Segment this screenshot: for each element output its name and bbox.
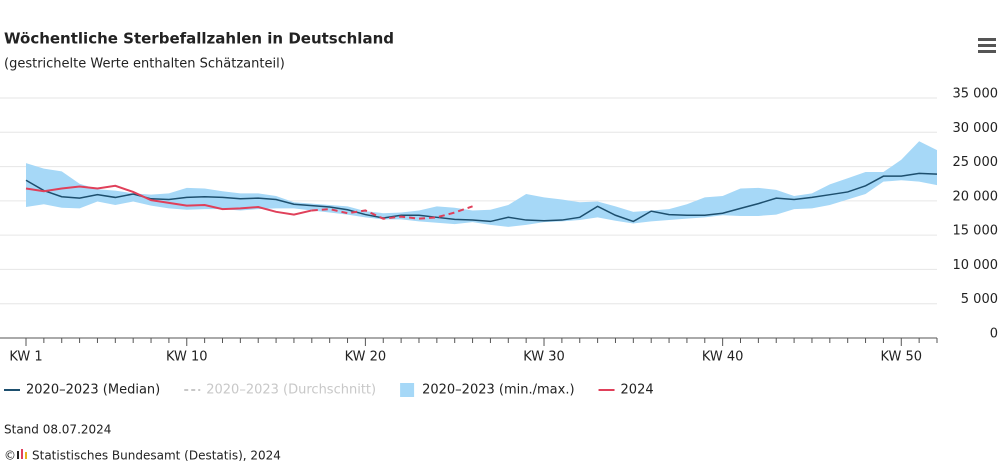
- chart-subtitle: (gestrichelte Werte enthalten Schätzante…: [4, 57, 285, 72]
- x-tick-label: KW 30: [523, 350, 565, 365]
- y-tick-label: 5 000: [961, 292, 998, 307]
- legend-swatch: [400, 383, 415, 397]
- x-tick-label: KW 50: [880, 350, 922, 365]
- line: [311, 205, 473, 220]
- line: [25, 184, 313, 216]
- x-tick-label: KW 1: [9, 350, 42, 365]
- y-tick-label: 0: [990, 327, 998, 342]
- svg-text:©: ©: [4, 449, 16, 462]
- y-tick-label: 35 000: [953, 87, 999, 102]
- source: Statistisches Bundesamt (Destatis), 2024: [32, 449, 281, 462]
- y-tick-label: 25 000: [953, 155, 999, 170]
- y-tick-label: 30 000: [953, 121, 999, 136]
- menu-button[interactable]: [978, 38, 996, 53]
- x-tick-label: KW 40: [702, 350, 744, 365]
- y-tick-label: 10 000: [953, 258, 999, 273]
- legend-label: 2020–2023 (Median): [26, 383, 160, 398]
- x-tick-label: KW 10: [166, 350, 208, 365]
- y-tick-label: 15 000: [953, 224, 999, 239]
- legend-label: 2024: [621, 383, 654, 398]
- band: [26, 141, 937, 227]
- legend-label: 2020–2023 (min./max.): [422, 383, 574, 398]
- y-tick-label: 20 000: [953, 189, 999, 204]
- legend-label: 2020–2023 (Durchschnitt): [206, 383, 376, 398]
- line: [25, 172, 938, 223]
- chart-title: Wöchentliche Sterbefallzahlen in Deutsch…: [4, 30, 394, 48]
- x-tick-label: KW 20: [345, 350, 387, 365]
- source-logo: ©: [4, 449, 27, 463]
- stand: Stand 08.07.2024: [4, 423, 111, 437]
